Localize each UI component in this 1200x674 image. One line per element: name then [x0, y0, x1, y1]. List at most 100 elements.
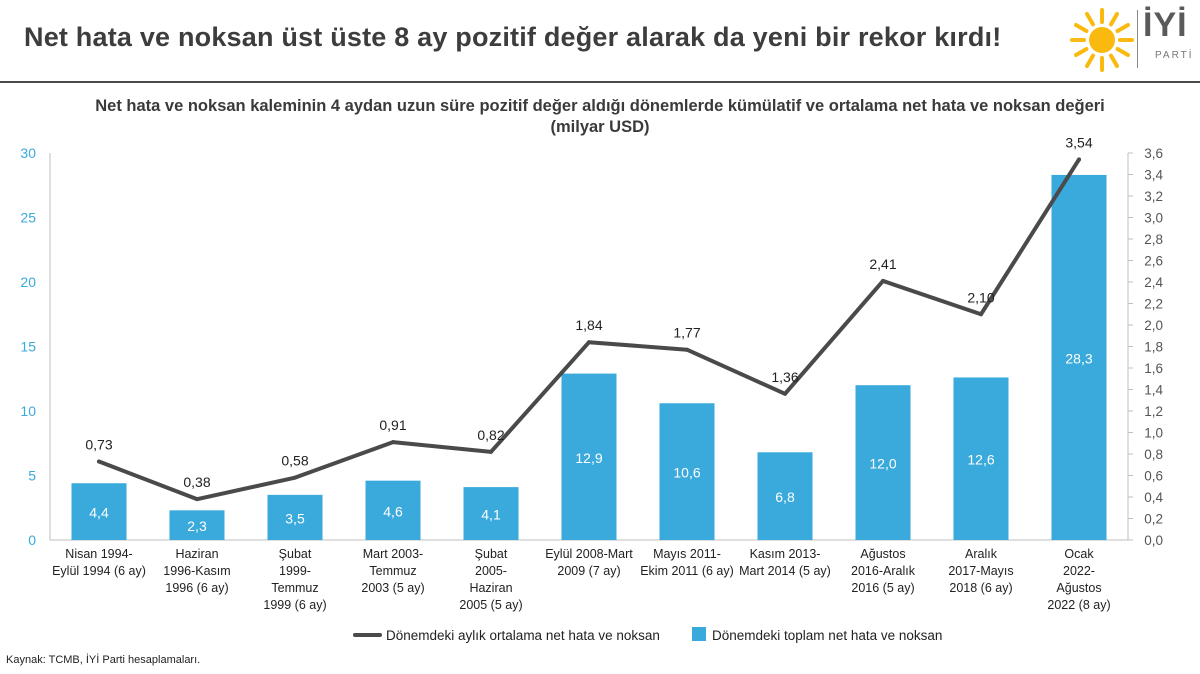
bar-value-label: 2,3 [187, 518, 207, 534]
x-tick-label: 2005 (5 ay) [459, 598, 522, 612]
sun-ray [1115, 47, 1130, 57]
x-tick-label: Temmuz [369, 564, 416, 578]
line-point [391, 440, 395, 445]
line-value-label: 0,73 [85, 437, 112, 453]
x-tick-label: Ağustos [1056, 581, 1101, 595]
line-value-label: 1,77 [673, 325, 700, 341]
line-point [783, 391, 787, 396]
line-point [881, 278, 885, 283]
x-tick-label: Ağustos [860, 547, 905, 561]
legend-line-label: Dönemdeki aylık ortalama net hata ve nok… [386, 628, 660, 643]
x-tick-label: 2005- [475, 564, 507, 578]
legend-bar-swatch [692, 627, 706, 641]
x-tick-label: Eylül 2008-Mart [545, 547, 633, 561]
line-value-label: 1,84 [575, 317, 602, 333]
sun-ray [1074, 23, 1089, 33]
logo-subtext: PARTİ [1155, 50, 1194, 61]
x-tick-label: Temmuz [271, 581, 318, 595]
y-right-tick-label: 0,6 [1144, 469, 1163, 484]
headline: Net hata ve noksan üst üste 8 ay pozitif… [24, 22, 1002, 52]
bar [757, 452, 813, 540]
y-right-tick-label: 3,4 [1144, 168, 1163, 183]
x-tick-label: Mart 2003- [363, 547, 423, 561]
y-left-tick-label: 10 [20, 403, 36, 419]
y-right-tick-label: 3,6 [1144, 146, 1163, 161]
y-right-tick-label: 1,6 [1144, 361, 1163, 376]
sun-ray [1109, 12, 1119, 27]
y-right-tick-label: 0,4 [1144, 490, 1163, 505]
x-tick-label: 2016 (5 ay) [851, 581, 914, 595]
line-value-label: 2,41 [869, 256, 896, 272]
line-value-label: 0,91 [379, 417, 406, 433]
sun-ray [1109, 53, 1119, 68]
bar-value-label: 10,6 [673, 465, 700, 481]
x-tick-label: Kasım 2013- [750, 547, 821, 561]
logo-divider [1137, 10, 1138, 68]
y-left-tick-label: 20 [20, 274, 36, 290]
header: Net hata ve noksan üst üste 8 ay pozitif… [0, 0, 1200, 83]
y-right-tick-label: 2,6 [1144, 254, 1163, 269]
y-left-tick-label: 30 [20, 145, 36, 161]
y-right-tick-label: 2,0 [1144, 318, 1163, 333]
x-tick-label: 1999 (6 ay) [263, 598, 326, 612]
sun-ray [1115, 23, 1130, 33]
y-right-tick-label: 3,2 [1144, 189, 1163, 204]
bar [267, 494, 323, 540]
y-right-tick-label: 0,8 [1144, 447, 1163, 462]
x-tick-label: Şubat [475, 547, 508, 561]
x-tick-label: 2018 (6 ay) [949, 581, 1012, 595]
y-left-tick-label: 25 [20, 210, 36, 226]
y-right-tick-label: 1,4 [1144, 383, 1163, 398]
line-point [1077, 157, 1081, 162]
bar-value-label: 12,9 [575, 450, 602, 466]
bar-value-label: 3,5 [285, 510, 305, 526]
y-right-tick-label: 2,4 [1144, 275, 1163, 290]
source-note: Kaynak: TCMB, İYİ Parti hesaplamaları. [6, 654, 201, 666]
bar [561, 373, 617, 540]
bar [169, 510, 225, 540]
x-tick-label: Nisan 1994- [65, 547, 132, 561]
x-tick-label: Eylül 1994 (6 ay) [52, 564, 146, 578]
y-right-tick-label: 1,2 [1144, 404, 1163, 419]
bar [855, 385, 911, 540]
x-tick-label: Ocak [1064, 547, 1094, 561]
chart-subtitle: (milyar USD) [550, 118, 650, 136]
line-value-label: 0,82 [477, 427, 504, 443]
header-divider [0, 81, 1200, 83]
y-right-tick-label: 1,8 [1144, 340, 1163, 355]
bar [463, 487, 519, 540]
y-left-tick-label: 0 [28, 532, 36, 548]
x-tick-label: Ekim 2011 (6 ay) [640, 564, 734, 578]
chart-title-block: Net hata ve noksan kaleminin 4 aydan uzu… [40, 96, 1160, 138]
x-tick-label: 2017-Mayıs [948, 564, 1013, 578]
line-point [293, 475, 297, 480]
x-tick-label: 1996 (6 ay) [165, 581, 228, 595]
x-tick-label: 2022 (8 ay) [1047, 598, 1110, 612]
bar [365, 480, 421, 540]
line-point [97, 459, 101, 464]
bar-value-label: 6,8 [775, 489, 795, 505]
line-value-label: 1,36 [771, 369, 798, 385]
bar [1051, 174, 1107, 540]
logo [1070, 8, 1134, 72]
sun-ray [1085, 53, 1095, 68]
x-tick-label: 1996-Kasım [163, 564, 230, 578]
x-tick-label: 2022- [1063, 564, 1095, 578]
x-tick-label: 2003 (5 ay) [361, 581, 424, 595]
line-value-label: 0,58 [281, 453, 308, 469]
bar-value-label: 12,0 [869, 456, 896, 472]
y-right-tick-label: 0,0 [1144, 533, 1163, 548]
x-tick-label: 2009 (7 ay) [557, 564, 620, 578]
y-right-tick-label: 0,2 [1144, 512, 1163, 527]
y-right-tick-label: 1,0 [1144, 426, 1163, 441]
chart-title: Net hata ve noksan kaleminin 4 aydan uzu… [95, 97, 1105, 115]
line-point [195, 497, 199, 502]
bar-value-label: 28,3 [1065, 350, 1092, 366]
x-tick-label: 1999- [279, 564, 311, 578]
x-tick-label: 2016-Aralık [851, 564, 916, 578]
x-tick-label: Şubat [279, 547, 312, 561]
line-point [685, 347, 689, 352]
line-point [979, 312, 983, 317]
line-value-label: 0,38 [183, 474, 210, 490]
